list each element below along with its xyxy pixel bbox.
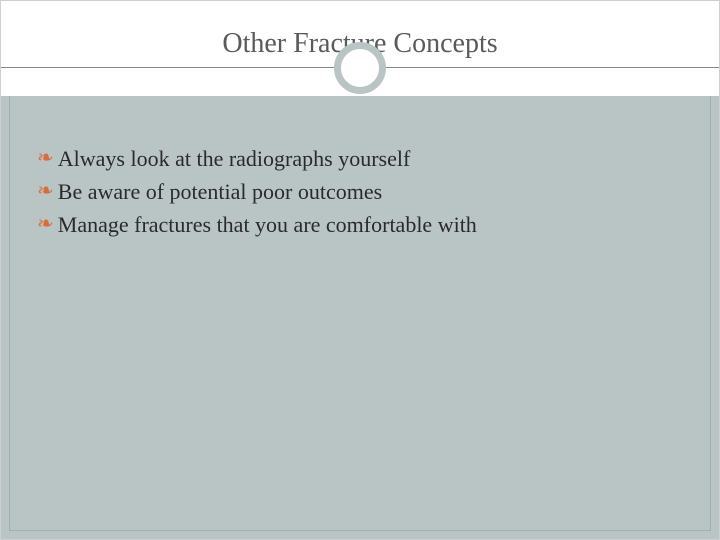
content-region: ❧ Always look at the radiographs yoursel… <box>1 96 719 539</box>
bullet-text: Always look at the radiographs yourself <box>58 144 691 175</box>
bullet-list: ❧ Always look at the radiographs yoursel… <box>29 144 691 240</box>
slide-container: Other Fracture Concepts ❧ Always look at… <box>0 0 720 540</box>
bullet-marker-icon: ❧ <box>37 177 54 205</box>
bullet-text: Be aware of potential poor outcomes <box>58 177 691 208</box>
list-item: ❧ Manage fractures that you are comforta… <box>37 210 691 241</box>
circle-ornament-icon <box>334 42 386 94</box>
bullet-text: Manage fractures that you are comfortabl… <box>58 210 691 241</box>
list-item: ❧ Be aware of potential poor outcomes <box>37 177 691 208</box>
header-region: Other Fracture Concepts <box>1 1 719 96</box>
list-item: ❧ Always look at the radiographs yoursel… <box>37 144 691 175</box>
bullet-marker-icon: ❧ <box>37 210 54 238</box>
bullet-marker-icon: ❧ <box>37 144 54 172</box>
circle-mask-right <box>390 68 719 96</box>
circle-mask-left <box>1 68 330 96</box>
